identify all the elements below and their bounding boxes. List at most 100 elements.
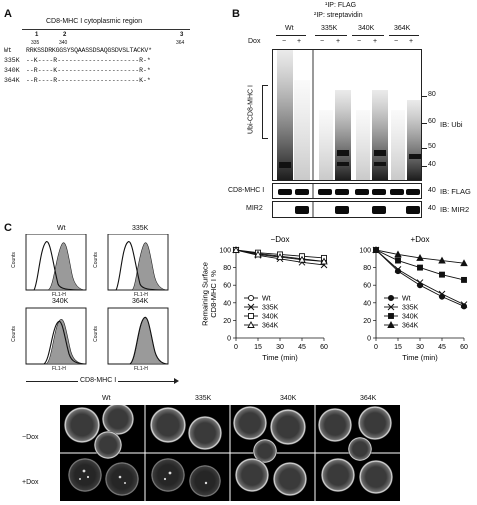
chart-0-ytick-label: 20 xyxy=(223,318,231,325)
group-underline-340k xyxy=(352,35,384,36)
ib-flag-label: IB: FLAG xyxy=(440,187,471,196)
chart-1-ytick-label: 100 xyxy=(359,248,371,255)
mw-tick-40 xyxy=(422,166,427,167)
panel-b-label: B xyxy=(232,8,240,20)
chart-1-legend-marker xyxy=(387,321,395,328)
ip2-label: ²IP: streptavidin xyxy=(314,12,363,19)
chart-0-xtick-label: 45 xyxy=(298,344,306,351)
facs-xlabel-2: FL1-H xyxy=(134,292,148,298)
position-364: 364 xyxy=(176,40,185,46)
chart-1-legend-Wt: Wt xyxy=(402,296,411,303)
group-label-335k: 335K xyxy=(321,25,338,32)
micro-col-wt: Wt xyxy=(102,395,111,402)
chart-0-title: −Dox xyxy=(271,235,290,244)
chart-1-xtick-label: 0 xyxy=(374,344,378,351)
chart-0-legend-marker xyxy=(247,321,255,328)
row3-mw: 40 xyxy=(428,205,436,212)
lane-sign-1: − xyxy=(282,38,287,45)
chart-1-legend-335K: 335K xyxy=(402,305,419,312)
chart-1-xtick-label: 60 xyxy=(460,344,468,351)
seq-row-364k: --R----R---------------------K-* xyxy=(26,77,151,84)
group-label-364k: 364K xyxy=(394,25,411,32)
chart-0-legend-Wt: Wt xyxy=(262,296,271,303)
chart-1-ytick-label: 80 xyxy=(363,265,371,272)
chart-1-point-Wt xyxy=(460,303,468,310)
lane-sign-4: + xyxy=(336,38,341,45)
surface-decay-charts: −Dox 0 20 40 60 80 100 0 15 30 45 60 Time (min) Remai… xyxy=(201,235,468,362)
position-340: 340 xyxy=(59,40,68,46)
mw-ubi-60: 60 xyxy=(428,118,436,125)
mw-ubi-80: 80 xyxy=(428,91,436,98)
facs-axis-title: CD8-MHC I xyxy=(78,377,119,384)
panel-a-title: CD8-MHC I cytoplasmic region xyxy=(46,18,143,25)
seq-row-wt-name: Wt xyxy=(4,47,12,54)
chart-1-ytick-label: 0 xyxy=(367,336,371,343)
group-underline-wt xyxy=(276,35,306,36)
chart-1-point-340K xyxy=(461,276,467,283)
chart-0-legend-335K: 335K xyxy=(262,305,279,312)
chart-0-point-364K xyxy=(254,250,262,258)
facs-xlabel-3: FL1-H xyxy=(52,366,66,372)
mw-tick-80 xyxy=(422,96,427,97)
ip1-label: ¹IP: FLAG xyxy=(325,2,357,9)
facs-ylabel-2: Counts xyxy=(92,252,99,268)
panel-a-title-rule xyxy=(22,29,190,30)
facs-label-364k: 364K xyxy=(132,298,149,305)
mw-tick-60 xyxy=(422,123,427,124)
micro-col-335k: 335K xyxy=(195,395,212,402)
facs-xlabel-4: FL1-H xyxy=(134,366,148,372)
row2-mw: 40 xyxy=(428,187,436,194)
mir2-blot-image xyxy=(295,202,420,217)
seq-row-wt: RRKSSDRKGGSYSQAASSDSAQGSDVSLTACKV* xyxy=(26,47,152,54)
ib-mir2-label: IB: MIR2 xyxy=(440,205,470,214)
group-underline-364k xyxy=(389,35,419,36)
chart-0-legend-364K: 364K xyxy=(262,323,279,330)
chart-1-point-340K xyxy=(395,257,401,264)
chart-0-ytick-label: 100 xyxy=(219,248,231,255)
chart-1-point-364K xyxy=(460,259,468,267)
facs-label-wt: Wt xyxy=(57,225,66,232)
chart-1-point-364K xyxy=(438,256,446,264)
chart-1-point-335K xyxy=(416,279,424,286)
site-number-2: 2 xyxy=(63,32,67,38)
site-number-1: 1 xyxy=(35,32,39,38)
chart-1-legend-marker xyxy=(387,294,395,302)
mw-tick-50 xyxy=(422,148,427,149)
chart-0-legend-marker xyxy=(247,303,255,311)
panel-a-label: A xyxy=(4,8,12,20)
chart-1-point-364K xyxy=(416,253,424,261)
chart-0-xtick-label: 15 xyxy=(254,344,262,351)
chart-0-legend-marker xyxy=(247,294,255,302)
chart-1-legend-340K: 340K xyxy=(402,314,419,321)
micro-row-minus-dox: −Dox xyxy=(22,434,39,441)
row3-left-label: MIR2 xyxy=(246,205,263,212)
seq-row-364k-name: 364K xyxy=(4,77,20,84)
position-335: 335 xyxy=(31,40,40,46)
lane-sign-3: − xyxy=(320,38,325,45)
chart-0-xlabel: Time (min) xyxy=(262,353,298,362)
seq-row-340k: --R----K---------------------R-* xyxy=(26,67,151,74)
chart-1-title: +Dox xyxy=(411,235,430,244)
facs-ylabel-1: Counts xyxy=(10,252,17,268)
chart-1-point-340K xyxy=(439,271,445,278)
chart-0-xtick-label: 0 xyxy=(234,344,238,351)
chart-0-xtick-label: 30 xyxy=(276,344,284,351)
group-underline-335k xyxy=(315,35,347,36)
chart-0-ylabel: Remaining SurfaceCD8-MHC I % xyxy=(201,262,219,326)
micro-row-plus-dox: +Dox xyxy=(22,479,39,486)
row2-left-label: CD8-MHC I xyxy=(228,187,265,194)
chart-1-legend-marker xyxy=(388,313,394,319)
mir2-blot xyxy=(272,201,422,218)
chart-1-point-335K xyxy=(394,266,402,273)
ubi-label: Ubi-CD8-MHC I xyxy=(247,85,255,134)
flag-blot xyxy=(272,183,422,199)
lane-sign-6: + xyxy=(373,38,378,45)
facs-label-340k: 340K xyxy=(52,298,69,305)
chart-0-ytick-label: 40 xyxy=(223,300,231,307)
facs-xlabel-1: FL1-H xyxy=(52,292,66,298)
chart-1-xtick-label: 45 xyxy=(438,344,446,351)
facs-histograms xyxy=(25,234,169,365)
chart-1-point-340K xyxy=(417,264,423,271)
mw-ubi-40: 40 xyxy=(428,161,436,168)
chart-0-point-364K xyxy=(320,257,328,265)
